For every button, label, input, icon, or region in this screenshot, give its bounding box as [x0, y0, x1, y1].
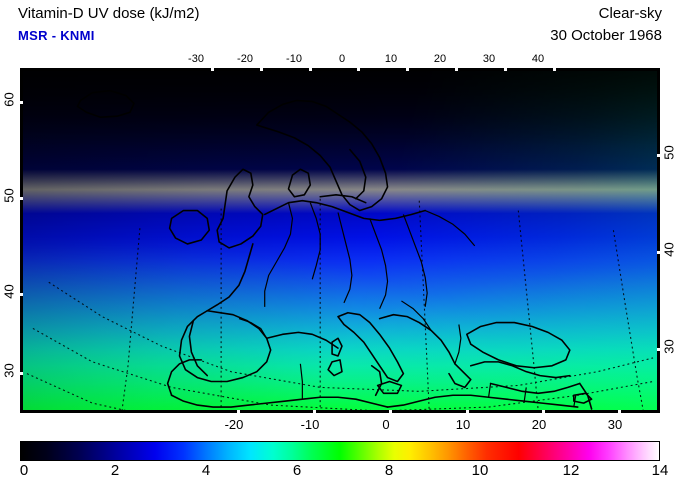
- axis-top-label: -10: [286, 53, 302, 65]
- tick-top: [357, 68, 360, 71]
- axis-bottom-label: -20: [224, 417, 244, 432]
- tick-top: [455, 68, 458, 71]
- colorbar-tick-label: 6: [292, 462, 302, 479]
- axis-top-label: 20: [433, 53, 447, 65]
- page-title: Vitamin-D UV dose (kJ/m2): [18, 5, 200, 22]
- uv-dose-heatmap: [23, 71, 657, 410]
- axis-left-label: 30: [1, 363, 17, 378]
- colorbar: [20, 441, 660, 461]
- tick-bottom: [542, 410, 545, 413]
- tick-right: [657, 251, 660, 254]
- axis-bottom-label: 20: [531, 417, 547, 432]
- axis-top-label: -20: [237, 53, 253, 65]
- tick-left: [20, 101, 23, 104]
- axis-top-label: 30: [482, 53, 496, 65]
- tick-left: [20, 197, 23, 200]
- colorbar-tick-label: 12: [562, 462, 580, 479]
- axis-left-label: 60: [1, 92, 17, 107]
- map-plot-area: [20, 68, 660, 413]
- axis-top-label: 40: [531, 53, 545, 65]
- tick-bottom: [389, 410, 392, 413]
- tick-top: [260, 68, 263, 71]
- axis-top-label: 10: [384, 53, 398, 65]
- tick-top: [504, 68, 507, 71]
- colorbar-tick-label: 2: [110, 462, 120, 479]
- axis-bottom-label: 0: [382, 417, 390, 432]
- date-label: 30 October 1968: [550, 27, 662, 44]
- tick-top: [406, 68, 409, 71]
- axis-right-label: 30: [661, 339, 677, 354]
- axis-right-label: 40: [661, 242, 677, 257]
- tick-bottom: [618, 410, 621, 413]
- dose-north-dark-layer: [23, 71, 657, 410]
- tick-left: [20, 372, 23, 375]
- axis-left-label: 40: [1, 284, 17, 299]
- tick-top: [211, 68, 214, 71]
- axis-right-label: 50: [661, 145, 677, 160]
- axis-bottom-label: 10: [455, 417, 471, 432]
- tick-top: [309, 68, 312, 71]
- tick-right: [657, 348, 660, 351]
- colorbar-tick-label: 14: [651, 462, 669, 479]
- colorbar-tick-label: 0: [19, 462, 29, 479]
- source-label: MSR - KNMI: [18, 28, 95, 43]
- tick-bottom: [466, 410, 469, 413]
- colorbar-tick-label: 8: [384, 462, 394, 479]
- axis-top-label: -30: [188, 53, 204, 65]
- sky-condition-label: Clear-sky: [598, 5, 662, 22]
- colorbar-tick-label: 4: [201, 462, 211, 479]
- tick-top: [553, 68, 556, 71]
- tick-left: [20, 293, 23, 296]
- axis-bottom-label: 30: [607, 417, 623, 432]
- tick-bottom: [237, 410, 240, 413]
- tick-right: [657, 154, 660, 157]
- colorbar-tick-label: 10: [471, 462, 489, 479]
- axis-bottom-label: -10: [300, 417, 320, 432]
- tick-bottom: [313, 410, 316, 413]
- axis-left-label: 50: [1, 188, 17, 203]
- coastline-overlay: [23, 71, 657, 410]
- axis-top-label: 0: [338, 53, 346, 65]
